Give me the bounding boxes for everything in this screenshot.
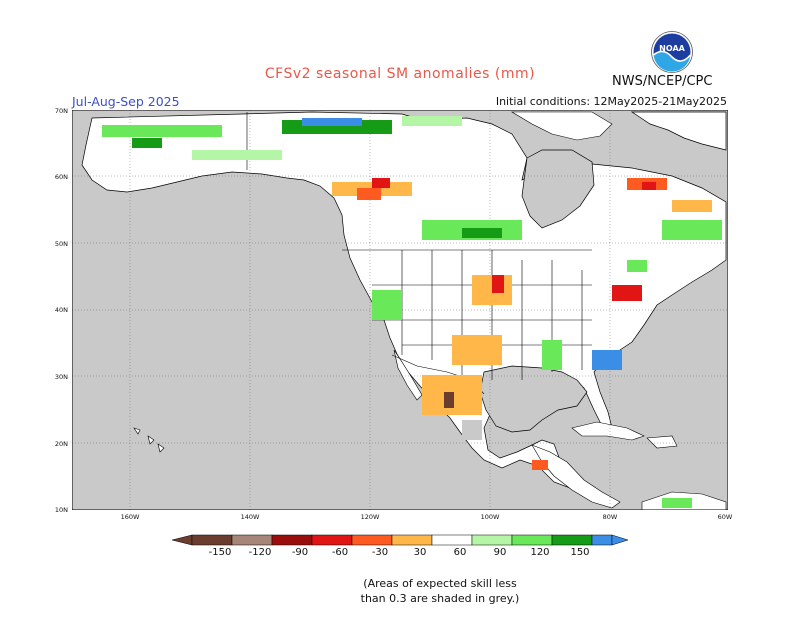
legend-label: 120 bbox=[530, 547, 550, 558]
color-legend bbox=[172, 534, 628, 546]
legend-label: 150 bbox=[570, 547, 590, 558]
lon-label: 140W bbox=[240, 513, 260, 521]
legend-arrow-right bbox=[611, 534, 628, 546]
lat-label: 30N bbox=[54, 373, 68, 381]
lon-label: 120W bbox=[360, 513, 380, 521]
season-label: Jul-Aug-Sep 2025 bbox=[72, 94, 180, 109]
lat-label: 40N bbox=[54, 306, 68, 314]
noaa-logo-icon: NOAA bbox=[651, 31, 693, 73]
land-baja bbox=[393, 349, 423, 401]
legend-label: -150 bbox=[208, 547, 232, 558]
anomaly-map bbox=[72, 110, 728, 510]
logo-text: NOAA bbox=[659, 44, 685, 53]
lat-label: 20N bbox=[54, 440, 68, 448]
land-cuba bbox=[571, 421, 645, 441]
legend-label: -30 bbox=[371, 547, 389, 558]
skill-note-line-2: than 0.3 are shaded in grey.) bbox=[360, 592, 520, 605]
lat-label: 50N bbox=[54, 240, 68, 248]
legend-label: -120 bbox=[248, 547, 272, 558]
legend-label: -60 bbox=[331, 547, 349, 558]
land-central-america bbox=[531, 444, 621, 509]
land-arctic-islands bbox=[510, 111, 613, 141]
chart-title: CFSv2 seasonal SM anomalies (mm) bbox=[264, 66, 536, 82]
initial-conditions-label: Initial conditions: 12May2025-21May2025 bbox=[495, 95, 727, 108]
lat-label: 60N bbox=[54, 173, 68, 181]
skill-note-line-1: (Areas of expected skill less bbox=[363, 577, 517, 590]
legend-label: -90 bbox=[291, 547, 309, 558]
land-hispaniola bbox=[646, 435, 678, 449]
lon-label: 80W bbox=[602, 513, 618, 521]
legend-label: 90 bbox=[493, 547, 507, 558]
anomaly-cells bbox=[102, 116, 722, 508]
skill-note: (Areas of expected skill less than 0.3 a… bbox=[330, 576, 550, 606]
lat-label: 70N bbox=[54, 107, 68, 115]
lon-label: 160W bbox=[120, 513, 140, 521]
organization-label: NWS/NCEP/CPC bbox=[612, 74, 713, 89]
legend-label: 60 bbox=[453, 547, 467, 558]
legend-arrow-left bbox=[172, 534, 193, 546]
graticule bbox=[72, 110, 728, 510]
land-hawaii bbox=[133, 427, 165, 453]
lon-label: 60W bbox=[717, 513, 733, 521]
lat-label: 10N bbox=[54, 506, 68, 514]
lon-label: 100W bbox=[480, 513, 500, 521]
legend-label: 30 bbox=[413, 547, 427, 558]
hudson-bay bbox=[521, 149, 595, 229]
land-greenland bbox=[630, 111, 727, 151]
